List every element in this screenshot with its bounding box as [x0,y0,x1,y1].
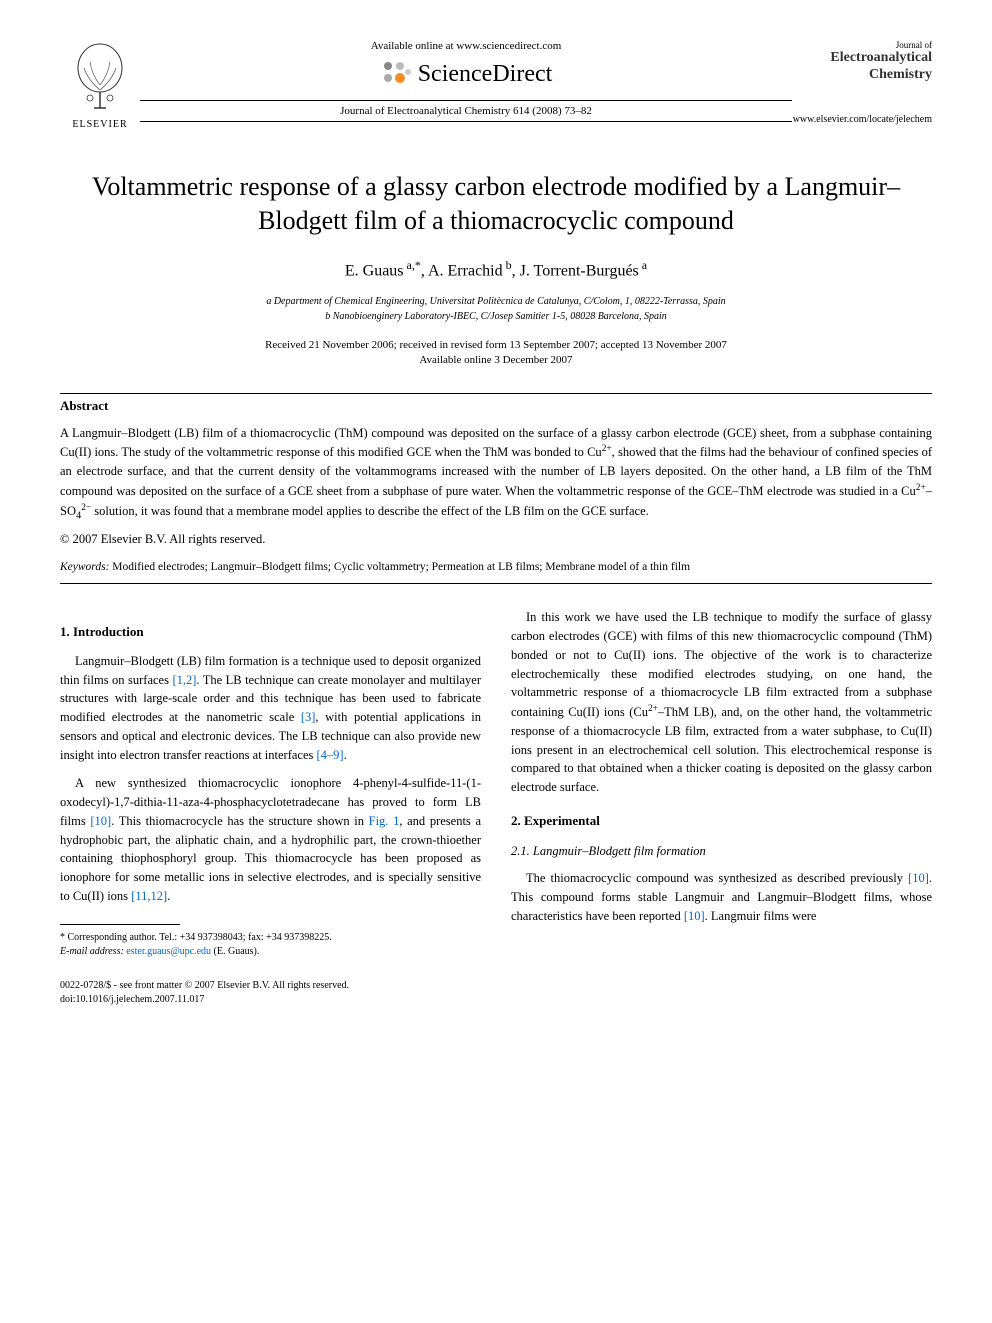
sciencedirect-icon [380,58,412,90]
ref-link-10a[interactable]: [10] [90,814,111,828]
received-date: Received 21 November 2006; received in r… [60,338,932,353]
journal-reference: Journal of Electroanalytical Chemistry 6… [140,105,792,117]
affiliations: a Department of Chemical Engineering, Un… [60,294,932,324]
abstract-rule-bottom [60,583,932,584]
journal-small-label: Journal of [792,40,932,50]
elsevier-label: ELSEVIER [60,119,140,130]
column-left: 1. Introduction Langmuir–Blodgett (LB) f… [60,608,481,958]
sciencedirect-text: ScienceDirect [418,61,553,88]
header-rule-bottom [140,121,792,122]
intro-heading: 1. Introduction [60,622,481,642]
exp-p1-c: . Langmuir films were [705,909,817,923]
experimental-heading: 2. Experimental [511,811,932,831]
header: ELSEVIER Available online at www.science… [60,40,932,130]
journal-title-line2: Chemistry [792,67,932,84]
keywords-text: Modified electrodes; Langmuir–Blodgett f… [109,561,690,573]
abstract-copyright: © 2007 Elsevier B.V. All rights reserved… [60,532,932,547]
column-right: In this work we have used the LB techniq… [511,608,932,958]
abstract-heading: Abstract [60,398,932,414]
lb-formation-heading: 2.1. Langmuir–Blodgett film formation [511,842,932,861]
journal-branding: Journal of Electroanalytical Chemistry w… [792,40,932,125]
journal-title-line1: Electroanalytical [792,50,932,67]
ref-link-4-9[interactable]: [4–9] [317,748,344,762]
ref-link-11-12[interactable]: [11,12] [131,889,167,903]
intro-p1-d: . [344,748,347,762]
elsevier-logo: ELSEVIER [60,40,140,130]
ref-link-1-2[interactable]: [1,2] [172,673,196,687]
authors: E. Guaus a,*, A. Errachid b, J. Torrent-… [60,258,932,280]
affiliation-b: b Nanobioenginery Laboratory-IBEC, C/Jos… [60,309,932,324]
ref-link-10c[interactable]: [10] [684,909,705,923]
article-title: Voltammetric response of a glassy carbon… [60,170,932,238]
header-rule-top [140,100,792,101]
available-online-text: Available online at www.sciencedirect.co… [140,40,792,52]
body-columns: 1. Introduction Langmuir–Blodgett (LB) f… [60,608,932,958]
keywords: Keywords: Modified electrodes; Langmuir–… [60,561,932,573]
abstract-rule-top [60,393,932,394]
article-dates: Received 21 November 2006; received in r… [60,338,932,369]
doi-line: doi:10.1016/j.jelechem.2007.11.017 [60,993,932,1007]
intro-paragraph-1: Langmuir–Blodgett (LB) film formation is… [60,652,481,765]
intro-p2-d: . [167,889,170,903]
col2-paragraph-1: In this work we have used the LB techniq… [511,608,932,797]
email-name: (E. Guaus). [211,946,259,957]
elsevier-tree-icon [70,40,130,110]
available-date: Available online 3 December 2007 [60,353,932,368]
corresponding-author: * Corresponding author. Tel.: +34 937398… [60,931,481,945]
journal-url: www.elsevier.com/locate/jelechem [792,114,932,125]
sciencedirect-logo: ScienceDirect [140,58,792,90]
footnote-rule [60,924,180,925]
keywords-label: Keywords: [60,561,109,573]
abstract-body: A Langmuir–Blodgett (LB) film of a thiom… [60,424,932,525]
email-footnote: E-mail address: ester.guaus@upc.edu (E. … [60,945,481,959]
affiliation-a: a Department of Chemical Engineering, Un… [60,294,932,309]
footer: 0022-0728/$ - see front matter © 2007 El… [60,979,932,1007]
email-link[interactable]: ester.guaus@upc.edu [124,946,211,957]
header-center: Available online at www.sciencedirect.co… [140,40,792,126]
fig-link-1[interactable]: Fig. 1 [369,814,400,828]
ref-link-3[interactable]: [3] [301,710,316,724]
exp-paragraph-1: The thiomacrocyclic compound was synthes… [511,869,932,925]
intro-paragraph-2: A new synthesized thiomacrocyclic ionoph… [60,774,481,905]
issn-line: 0022-0728/$ - see front matter © 2007 El… [60,979,932,993]
email-label: E-mail address: [60,946,124,957]
exp-p1-a: The thiomacrocyclic compound was synthes… [526,871,908,885]
ref-link-10b[interactable]: [10] [908,871,929,885]
intro-p2-b: . This thiomacrocycle has the structure … [111,814,368,828]
